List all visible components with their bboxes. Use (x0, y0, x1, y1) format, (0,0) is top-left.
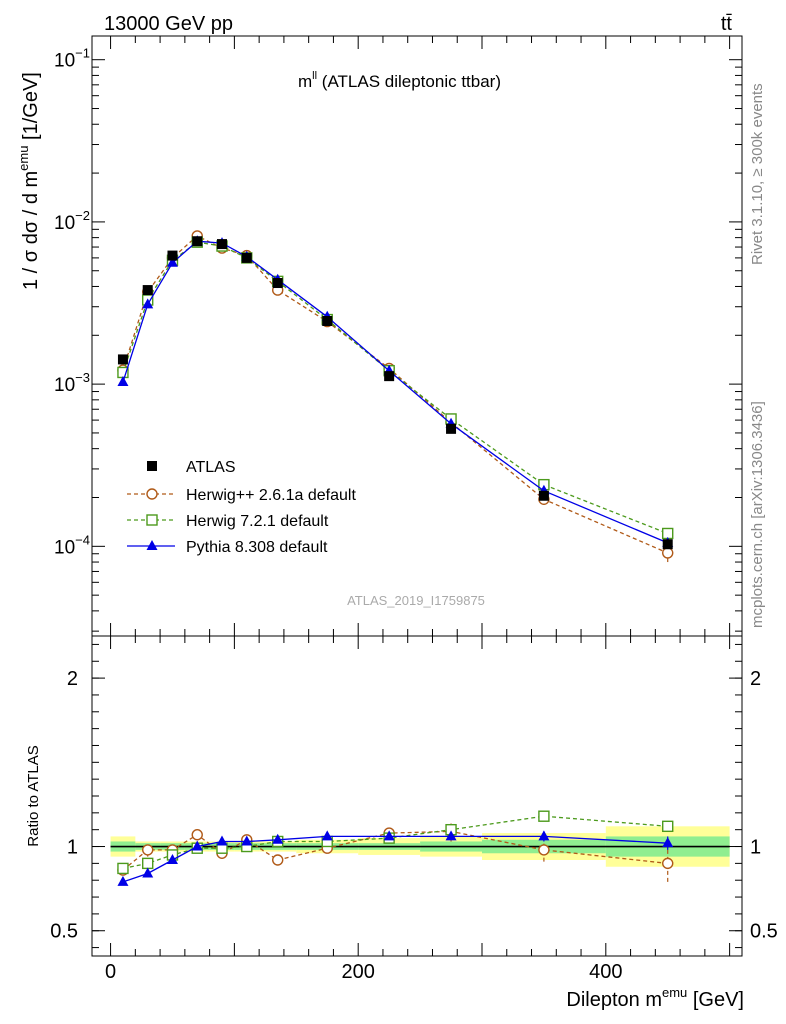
data-point (322, 315, 333, 326)
data-point (538, 830, 550, 841)
y-tick-label-right: 2 (750, 668, 761, 690)
data-point (146, 514, 158, 526)
data-point (241, 835, 253, 846)
y-tick-label: 0.5 (50, 921, 78, 943)
legend-item: ATLAS (147, 459, 236, 476)
data-point (166, 854, 178, 864)
data-point (383, 830, 395, 841)
y-tick-label: 1 (67, 837, 78, 859)
data-point (192, 236, 203, 247)
data-point (272, 854, 284, 866)
data-point (662, 837, 674, 848)
ratio-series-pythia-8-308-default (117, 830, 674, 886)
main-series-layer (117, 230, 674, 563)
main-ylabel: 1 / σ dσ / d memu [1/GeV] (16, 72, 42, 290)
x-tick-label: 200 (342, 961, 375, 983)
data-point (272, 278, 283, 289)
data-point (321, 830, 333, 841)
legend-item: Herwig++ 2.6.1a default (127, 487, 356, 504)
data-point (117, 376, 129, 387)
y-tick-label-right: 0.5 (750, 921, 778, 943)
series-atlas (117, 236, 673, 550)
data-point (147, 461, 157, 471)
ratio-ylabel: Ratio to ATLAS (25, 745, 42, 846)
data-point (166, 256, 178, 267)
data-point (272, 833, 284, 844)
ratio-line (122, 815, 668, 870)
data-point (241, 252, 252, 263)
y-tick-label: 10−3 (54, 370, 90, 396)
y-tick-label: 2 (67, 668, 78, 690)
ratio-series-layer (117, 810, 674, 886)
series-line (122, 235, 668, 554)
data-point (167, 250, 178, 261)
mcplots-label: mcplots.cern.ch [arXiv:1306.3436] (749, 401, 766, 628)
data-point (117, 862, 129, 875)
data-point (662, 539, 673, 550)
analysis-watermark: ATLAS_2019_I1759875 (347, 593, 485, 608)
data-point (142, 298, 154, 309)
y-tick-label: 10−1 (54, 46, 90, 72)
x-tick-label: 400 (589, 961, 622, 983)
data-point (117, 875, 129, 886)
legend-item: Pythia 8.308 default (127, 539, 328, 556)
header-right: tt̄ (721, 13, 733, 35)
data-point (146, 488, 158, 500)
data-point (446, 423, 457, 434)
y-tick-label: 10−4 (54, 532, 90, 558)
data-point (117, 354, 128, 365)
main-axes: 10−1 10−2 10−3 10−4 (54, 35, 743, 637)
data-point (445, 830, 457, 841)
series-line (122, 241, 668, 535)
data-point (662, 857, 674, 870)
data-point (216, 835, 228, 846)
data-point (384, 371, 395, 382)
data-point (191, 840, 203, 851)
data-point (142, 867, 154, 878)
y-tick-label: 10−2 (54, 208, 90, 234)
data-point (217, 239, 227, 250)
ratio-axes: 0.5 0.5 1 1 2 2 0 200 400 (50, 635, 778, 983)
data-point (538, 810, 550, 822)
data-point (146, 540, 158, 550)
legend-label: Herwig 7.2.1 default (186, 513, 329, 530)
chart-title: mll (ATLAS dileptonic ttbar) (298, 70, 501, 91)
data-point (538, 844, 550, 856)
legend-label: Pythia 8.308 default (186, 539, 328, 556)
legend: ATLAS Herwig++ 2.6.1a default Herwig 7.2.1… (127, 459, 356, 556)
legend-label: ATLAS (186, 459, 236, 476)
y-tick-label-right: 1 (750, 837, 761, 859)
data-point (662, 547, 674, 559)
legend-item: Herwig 7.2.1 default (127, 513, 329, 530)
series-line (122, 240, 668, 544)
x-tick-label: 0 (105, 961, 116, 983)
header-left: 13000 GeV pp (104, 13, 233, 35)
data-point (191, 829, 203, 841)
ratio-frame (91, 635, 743, 957)
data-point (142, 285, 153, 296)
xlabel: Dilepton memu [GeV] (566, 985, 744, 1011)
rivet-label: Rivet 3.1.10, ≥ 300k events (749, 83, 766, 265)
data-point (538, 490, 549, 501)
data-point (142, 844, 154, 856)
legend-label: Herwig++ 2.6.1a default (186, 487, 356, 504)
data-point (142, 857, 154, 870)
data-point (662, 820, 674, 833)
